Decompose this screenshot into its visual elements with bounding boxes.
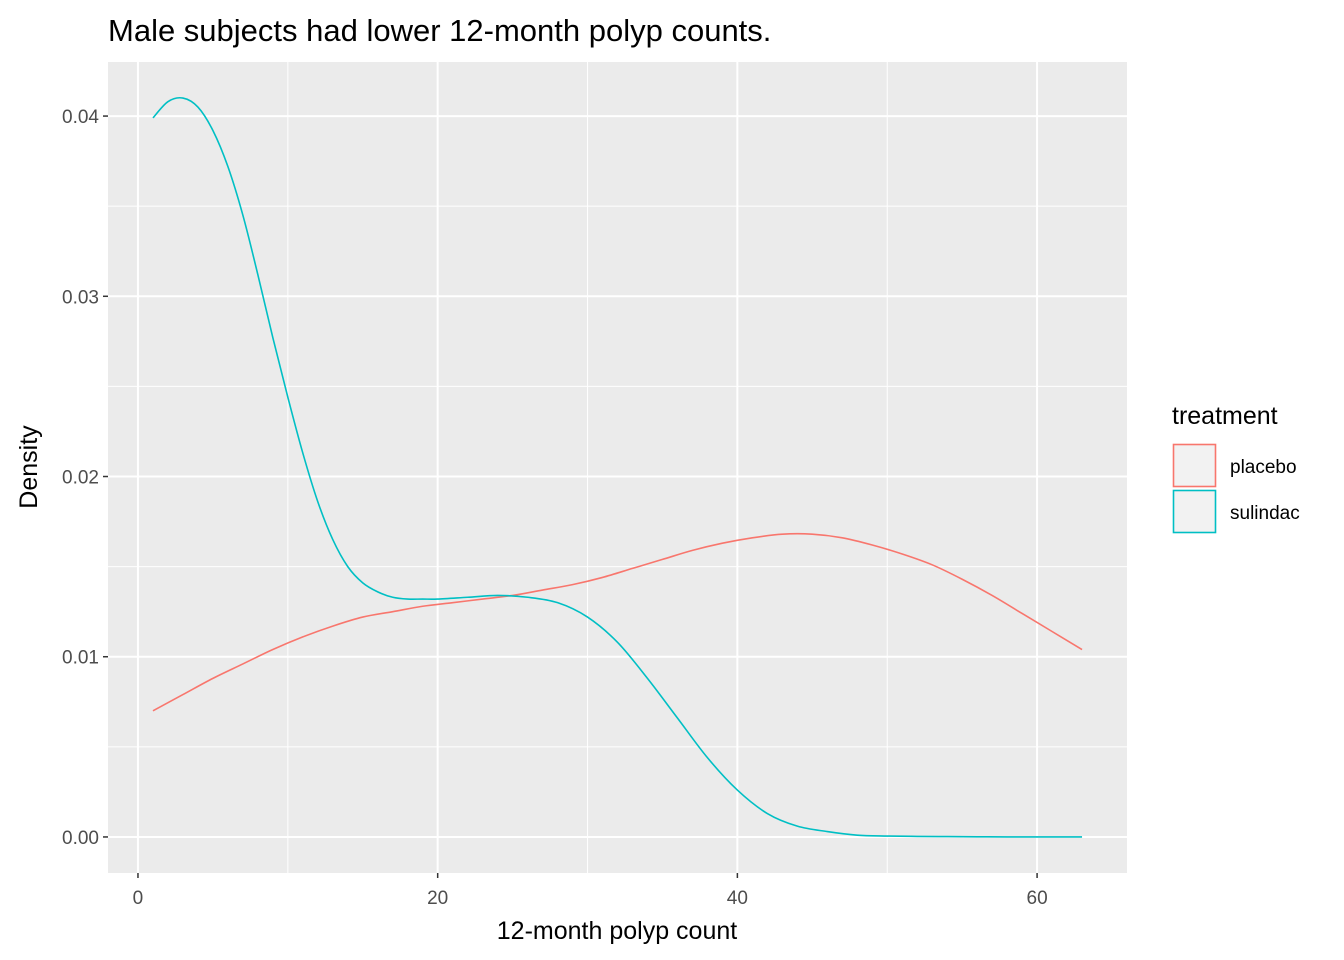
x-axis-title: 12-month polyp count [497,917,737,945]
x-tick-label: 20 [427,888,448,909]
legend-key-background [1173,444,1216,487]
x-axis: 0 20 40 60 [133,873,1048,909]
grid-major [108,62,1127,873]
legend-key-placebo [1172,443,1217,488]
x-tick-label: 0 [133,888,144,909]
plot-panel [108,62,1127,873]
y-tick-label: 0.04 [62,107,99,128]
series-layer [152,96,1083,838]
y-axis: 0.00 0.01 0.02 0.03 0.04 [62,107,108,849]
y-tick-label: 0.03 [62,287,99,308]
series-line-sulindac [152,96,1083,838]
grid-minor [108,62,1127,873]
legend-key-sulindac [1172,489,1217,534]
y-tick-label: 0.02 [62,468,99,489]
y-tick-label: 0.00 [62,828,99,849]
legend: treatment placebo sulindac [1172,402,1300,534]
legend-key-background [1173,490,1216,533]
legend-label-placebo: placebo [1230,457,1297,478]
legend-title: treatment [1172,402,1278,430]
y-tick-label: 0.01 [62,648,99,669]
series-line-placebo [152,532,1083,712]
legend-items: placebo sulindac [1172,443,1300,534]
legend-label-sulindac: sulindac [1230,503,1300,524]
x-tick-label: 40 [727,888,748,909]
x-tick-label: 60 [1027,888,1048,909]
chart-title: Male subjects had lower 12-month polyp c… [108,13,771,48]
y-axis-title: Density [15,425,43,509]
